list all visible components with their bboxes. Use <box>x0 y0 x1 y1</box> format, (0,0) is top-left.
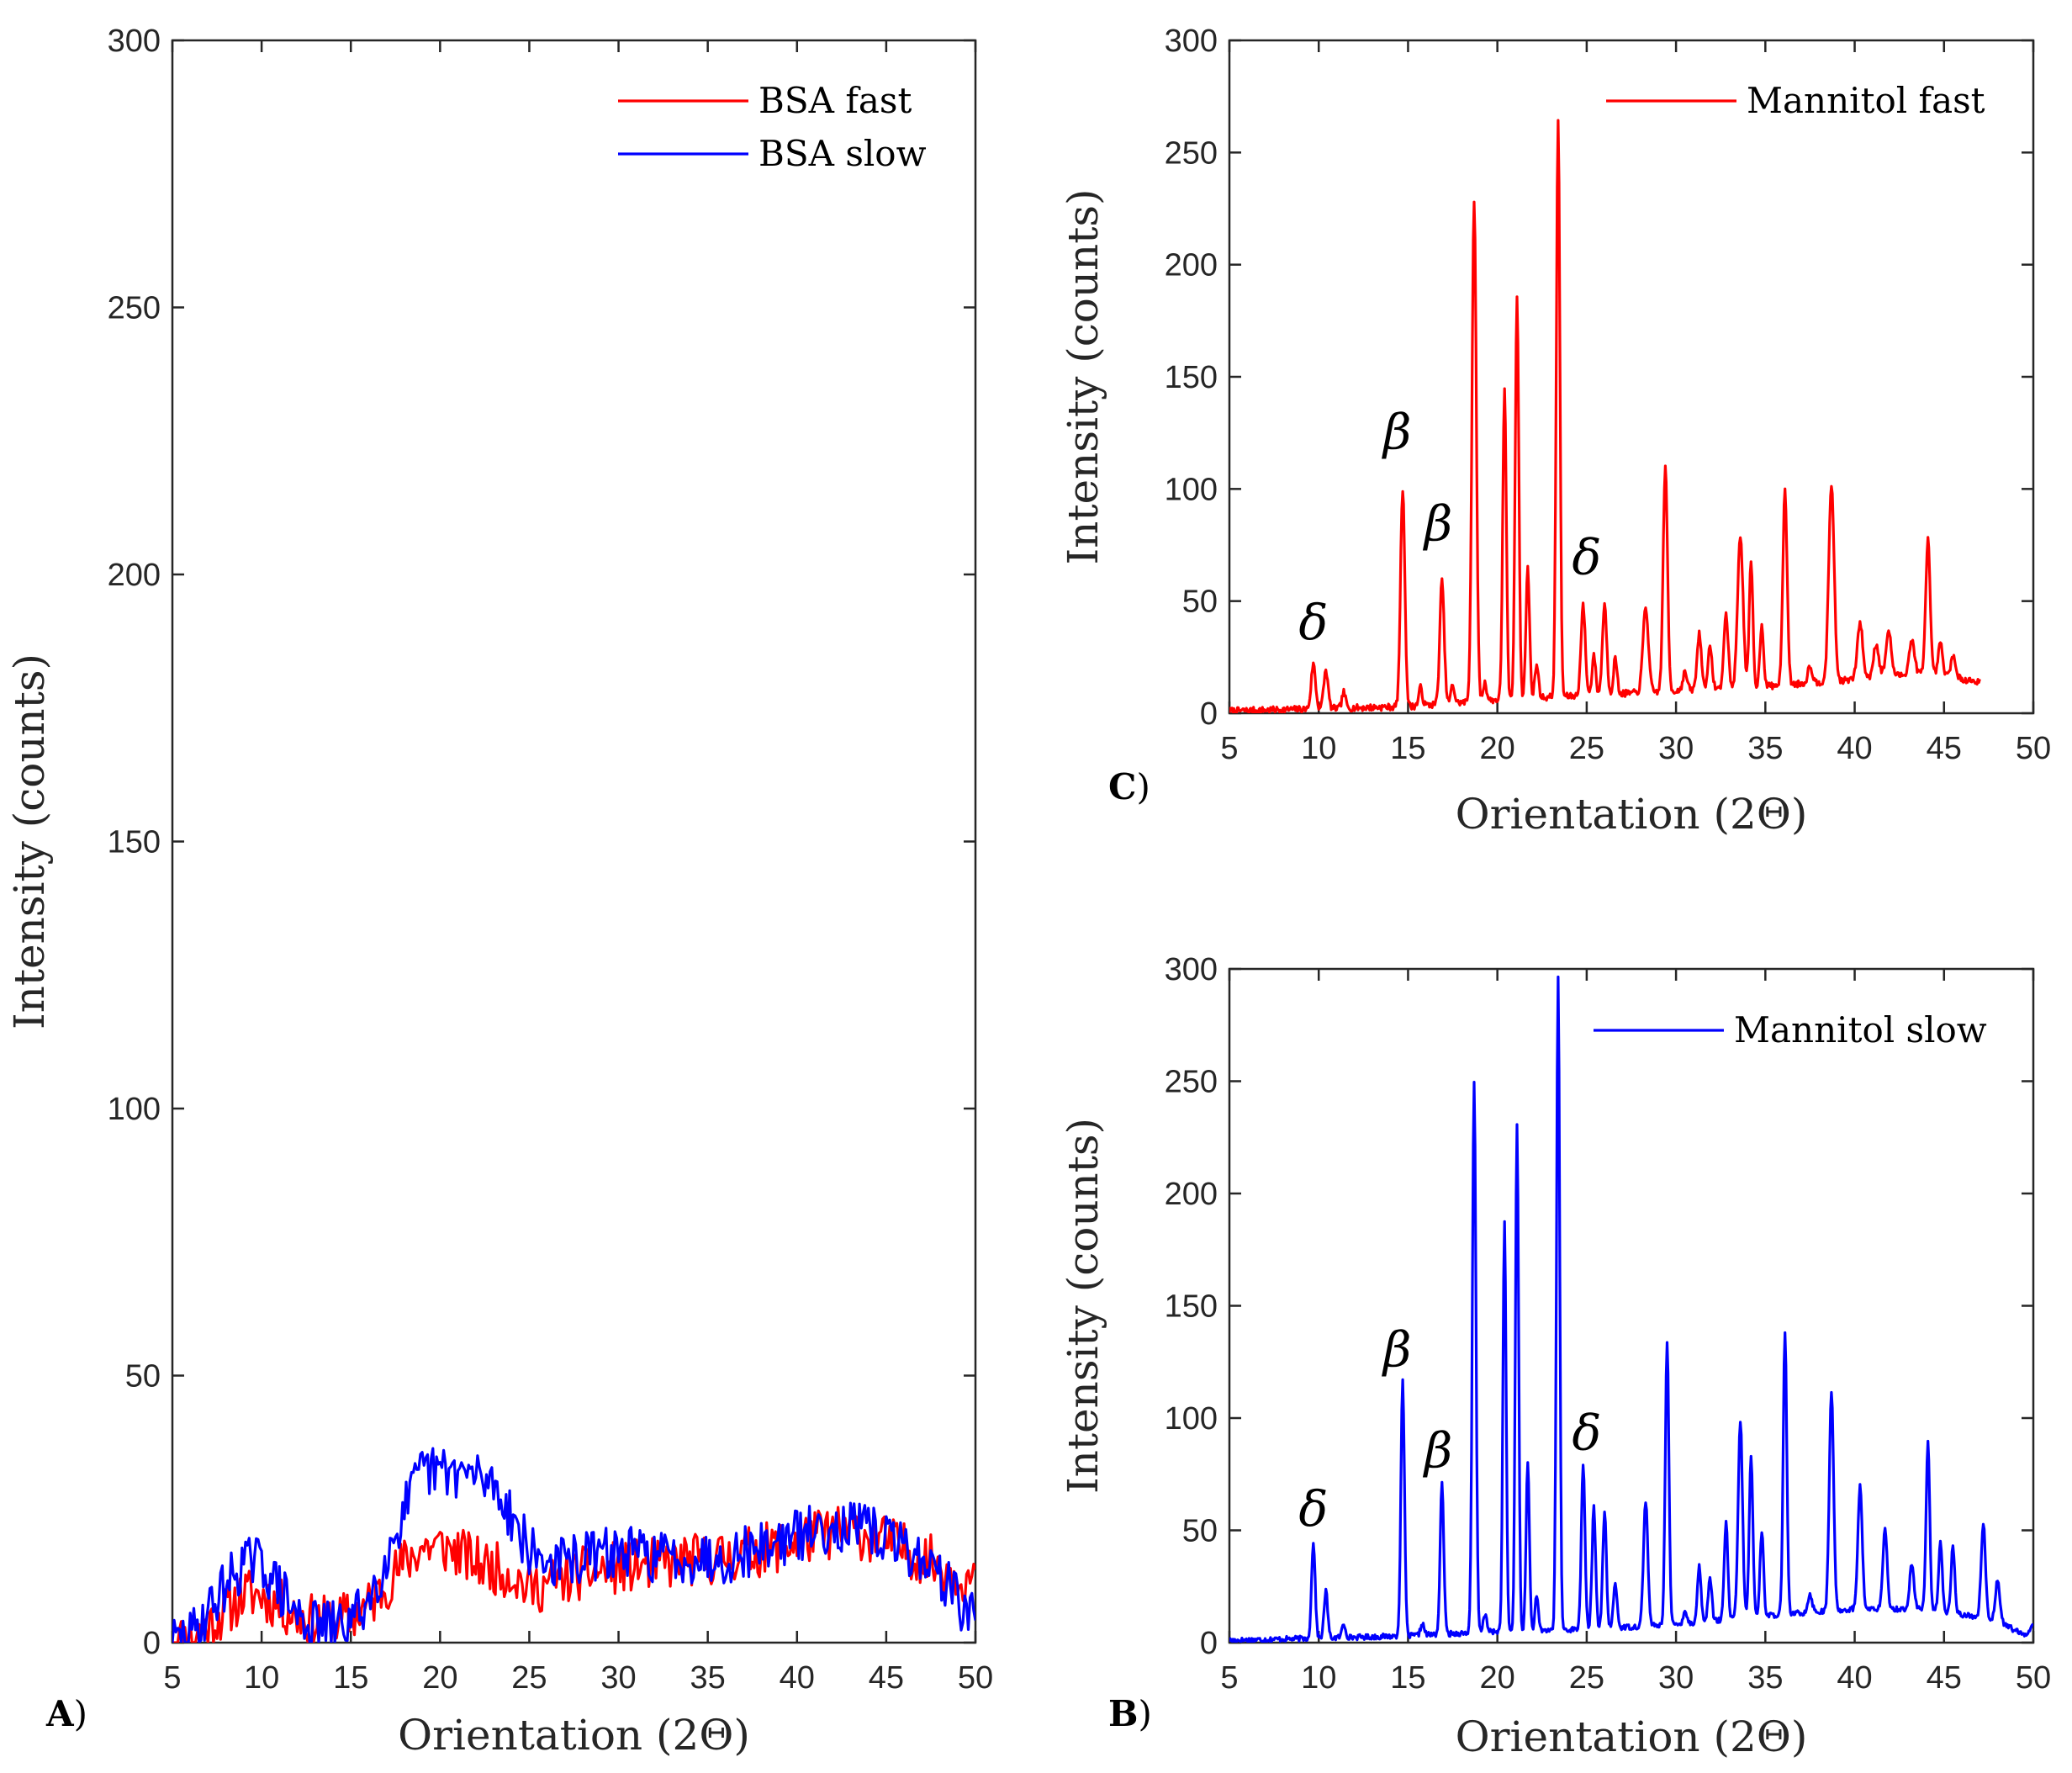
x-tick-label: 35 <box>690 1660 726 1696</box>
y-tick-label: 150 <box>108 825 161 860</box>
y-tick-label: 100 <box>108 1092 161 1127</box>
x-tick-label: 25 <box>1569 731 1604 766</box>
x-tick-label: 15 <box>333 1660 368 1696</box>
panel-label-letter: C <box>1108 766 1136 807</box>
y-tick-label: 250 <box>1165 135 1218 171</box>
legend-label: Mannitol fast <box>1747 80 1985 121</box>
y-axis-label: Intensity (counts) <box>1059 1118 1107 1494</box>
legend-label: BSA fast <box>758 80 912 121</box>
peak-annotation: β <box>1382 1321 1412 1379</box>
peak-annotation: δ <box>1572 1404 1601 1461</box>
x-tick-label: 40 <box>1837 1660 1872 1696</box>
panel-c-mannitol-fast: 5 10 15 20 25 30 35 40 45 50 0 50 100 150 200 250 300 Ori… <box>1059 24 2051 839</box>
peak-annotation: β <box>1382 403 1412 460</box>
x-tick-label: 40 <box>1837 731 1872 766</box>
panel-a-bsa: 5 10 15 20 25 30 35 40 45 50 0 50 100 150 200 250 300 Ori… <box>5 24 993 1760</box>
x-tick-label: 5 <box>163 1660 181 1696</box>
x-tick-label: 45 <box>1927 1660 1962 1696</box>
x-tick-label: 5 <box>1220 731 1238 766</box>
peak-annotation: β <box>1423 495 1453 553</box>
x-tick-label: 10 <box>244 1660 279 1696</box>
x-tick-label: 40 <box>780 1660 815 1696</box>
panel-label-letter: A <box>45 1693 75 1734</box>
x-tick-label: 30 <box>1658 1660 1694 1696</box>
y-tick-label: 300 <box>108 24 161 59</box>
series-line-mannitol-slow <box>1229 975 2033 1643</box>
legend-label: BSA slow <box>758 133 927 174</box>
panel-label-paren: ) <box>1136 766 1150 807</box>
x-tick-label: 50 <box>958 1660 993 1696</box>
axes-frame <box>1228 967 2035 1644</box>
y-tick-label: 150 <box>1165 360 1218 395</box>
legend: BSA fast BSA slow <box>618 80 927 174</box>
x-tick-label: 45 <box>869 1660 904 1696</box>
x-tick-label: 15 <box>1390 731 1425 766</box>
peak-annotation: δ <box>1298 1480 1328 1537</box>
legend: Mannitol slow <box>1594 1009 1987 1051</box>
x-tick-label: 10 <box>1301 1660 1336 1696</box>
y-tick-label: 150 <box>1165 1289 1218 1325</box>
panel-b-mannitol-slow: 5 10 15 20 25 30 35 40 45 50 0 50 100 150 200 250 300 Ori… <box>1059 952 2051 1761</box>
x-tick-label: 20 <box>1480 1660 1515 1696</box>
series-line-bsa-slow <box>172 1447 975 1643</box>
peak-annotation: δ <box>1572 529 1601 586</box>
x-tick-label: 50 <box>2016 1660 2051 1696</box>
x-axis-label: Orientation (2Θ) <box>1456 790 1808 839</box>
y-tick-label: 0 <box>1200 696 1218 732</box>
x-axis-label: Orientation (2Θ) <box>398 1711 750 1760</box>
x-tick-label: 20 <box>422 1660 457 1696</box>
x-tick-label: 15 <box>1390 1660 1425 1696</box>
x-tick-label: 25 <box>1569 1660 1604 1696</box>
x-tick-label: 20 <box>1480 731 1515 766</box>
y-axis-label: Intensity (counts) <box>1059 189 1107 565</box>
y-tick-label: 100 <box>1165 1401 1218 1437</box>
x-tick-label: 10 <box>1301 731 1336 766</box>
y-tick-label: 250 <box>1165 1065 1218 1100</box>
y-tick-label: 100 <box>1165 472 1218 507</box>
y-tick-label: 200 <box>1165 248 1218 283</box>
y-tick-label: 50 <box>1182 1514 1218 1549</box>
x-tick-label: 50 <box>2016 731 2051 766</box>
panel-label: B) <box>1108 1693 1152 1734</box>
panel-label-paren: ) <box>74 1693 87 1734</box>
axes-frame <box>171 39 977 1644</box>
x-tick-label: 30 <box>1658 731 1694 766</box>
panel-label: A) <box>45 1693 87 1734</box>
peak-annotation: δ <box>1298 594 1328 651</box>
y-tick-label: 0 <box>143 1626 161 1661</box>
x-tick-label: 25 <box>511 1660 547 1696</box>
y-tick-label: 50 <box>125 1359 161 1395</box>
legend-label: Mannitol slow <box>1734 1009 1987 1051</box>
y-tick-label: 50 <box>1182 585 1218 620</box>
y-tick-label: 200 <box>108 558 161 593</box>
panel-label-paren: ) <box>1139 1693 1152 1734</box>
y-tick-label: 250 <box>108 291 161 326</box>
panel-label: C) <box>1108 766 1150 807</box>
x-tick-label: 5 <box>1220 1660 1238 1696</box>
y-tick-label: 300 <box>1165 24 1218 59</box>
y-tick-label: 300 <box>1165 952 1218 987</box>
legend: Mannitol fast <box>1606 80 1985 121</box>
y-axis-label: Intensity (counts) <box>5 654 54 1029</box>
peak-annotation: β <box>1423 1422 1453 1479</box>
axes-frame <box>1228 39 2035 715</box>
panel-label-letter: B <box>1108 1693 1139 1734</box>
x-axis-label: Orientation (2Θ) <box>1456 1712 1808 1761</box>
x-tick-label: 30 <box>600 1660 636 1696</box>
x-tick-label: 35 <box>1747 731 1783 766</box>
x-tick-label: 45 <box>1927 731 1962 766</box>
series-line-mannitol-fast <box>1229 119 1981 713</box>
y-tick-label: 0 <box>1200 1626 1218 1661</box>
x-tick-label: 35 <box>1747 1660 1783 1696</box>
y-tick-label: 200 <box>1165 1177 1218 1212</box>
